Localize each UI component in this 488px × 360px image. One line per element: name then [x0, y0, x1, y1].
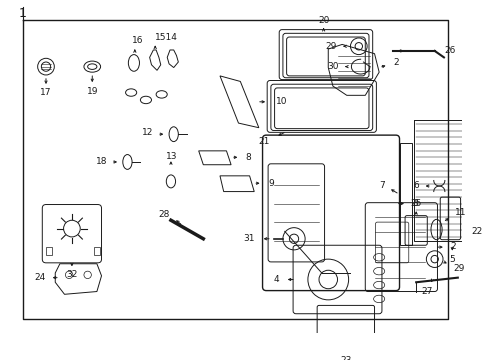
Text: 2: 2: [392, 58, 398, 67]
Text: 3: 3: [412, 199, 417, 208]
Bar: [399, 143, 412, 245]
Text: 29: 29: [325, 42, 336, 51]
Text: 27: 27: [421, 287, 432, 296]
Text: 5: 5: [448, 255, 454, 264]
Text: 18: 18: [95, 157, 107, 166]
Text: 32: 32: [66, 270, 78, 279]
Text: 12: 12: [142, 128, 153, 137]
Text: 9: 9: [267, 179, 273, 188]
Text: 20: 20: [317, 16, 328, 25]
Text: 17: 17: [40, 88, 52, 97]
Text: 13: 13: [166, 152, 177, 161]
Text: 22: 22: [471, 227, 482, 236]
Text: 6: 6: [412, 181, 418, 190]
Text: 11: 11: [454, 208, 466, 217]
Bar: [413, 120, 488, 240]
Text: 7: 7: [378, 181, 384, 190]
Text: 16: 16: [132, 36, 143, 45]
Text: 25: 25: [409, 199, 421, 208]
Text: 2: 2: [449, 242, 455, 251]
Text: 30: 30: [326, 62, 338, 71]
Text: 21: 21: [258, 137, 269, 146]
Text: 8: 8: [244, 153, 250, 162]
Text: 31: 31: [243, 234, 255, 243]
Text: 1: 1: [18, 8, 26, 21]
Bar: [46, 247, 51, 255]
Text: 24: 24: [35, 273, 46, 282]
Text: 26: 26: [443, 46, 454, 55]
Text: 19: 19: [86, 87, 98, 96]
Text: 4: 4: [273, 275, 279, 284]
Text: 23: 23: [340, 356, 351, 360]
Text: 29: 29: [452, 264, 464, 273]
Bar: [94, 247, 100, 255]
Text: 1514: 1514: [155, 32, 177, 41]
Text: 28: 28: [158, 210, 170, 219]
Text: 10: 10: [275, 97, 286, 106]
